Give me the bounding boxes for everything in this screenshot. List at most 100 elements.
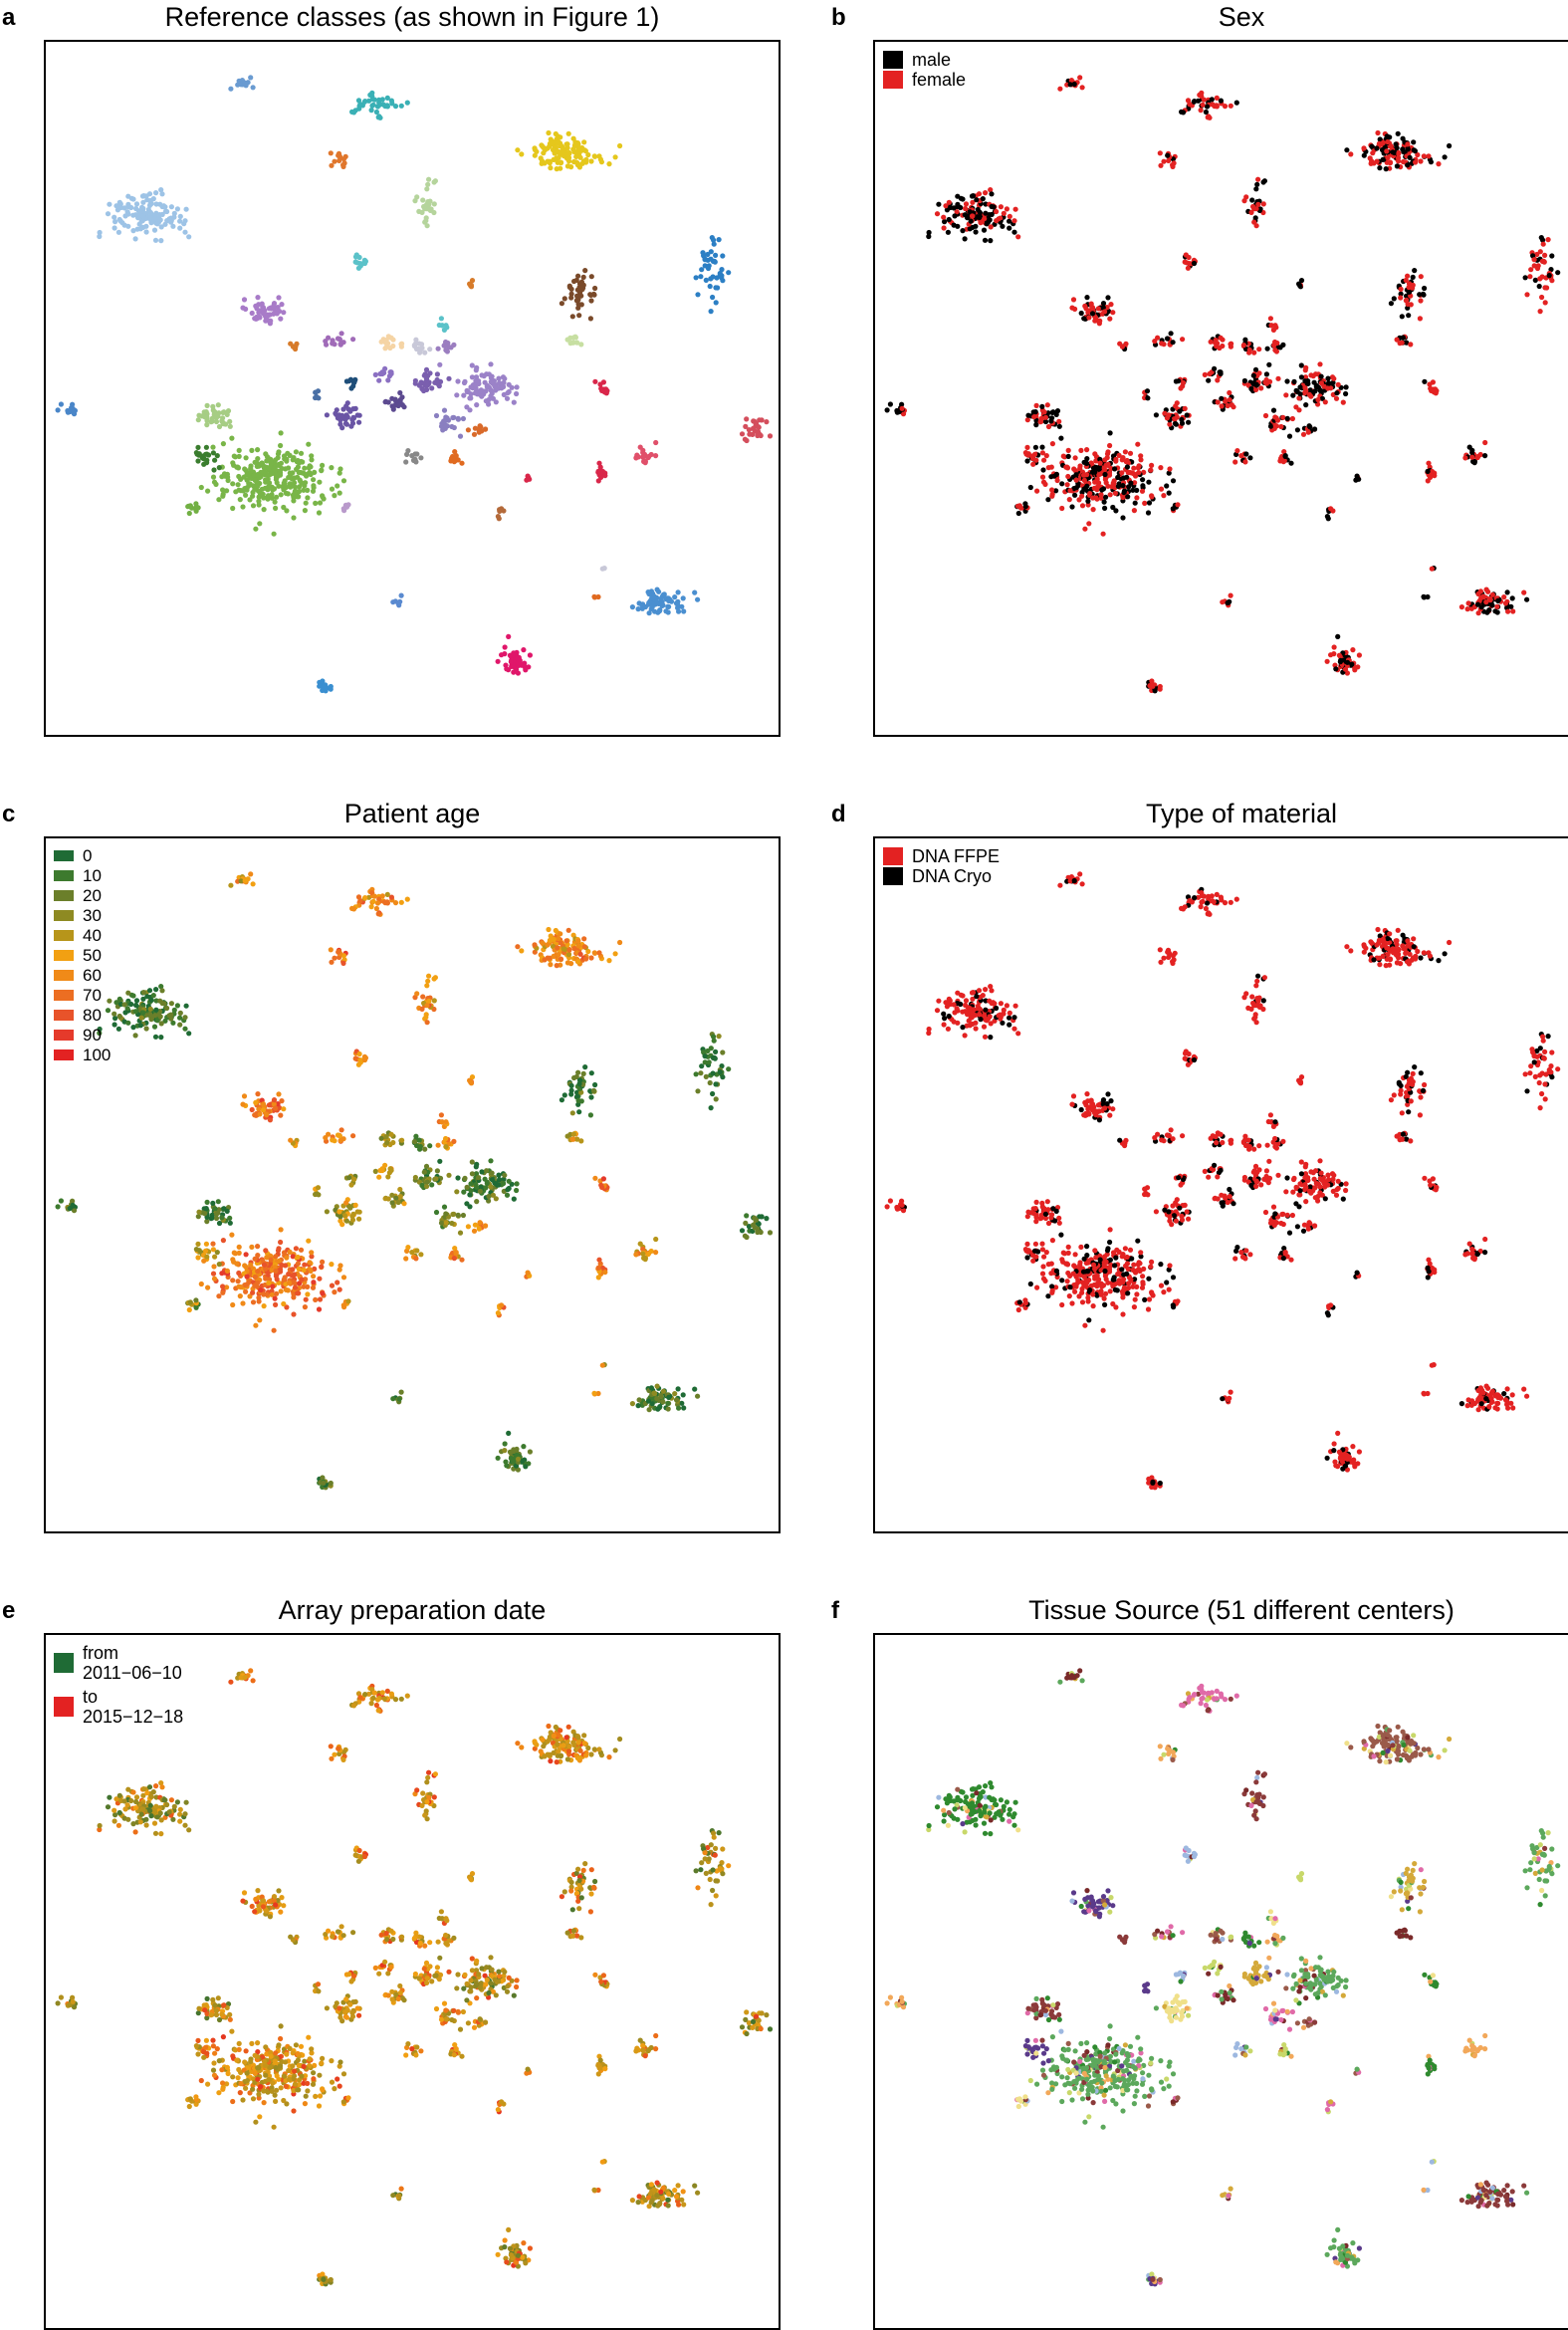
scatter-point <box>988 224 994 230</box>
scatter-point <box>1535 1059 1541 1065</box>
scatter-point <box>1073 485 1079 491</box>
scatter-point <box>1086 1111 1092 1117</box>
scatter-point <box>195 417 201 423</box>
scatter-point <box>1350 647 1356 653</box>
scatter-point <box>1153 412 1159 418</box>
scatter-point <box>152 216 158 222</box>
scatter-point <box>329 486 336 492</box>
scatter-point <box>595 478 601 484</box>
scatter-point <box>220 441 226 447</box>
scatter-point <box>1241 1174 1247 1181</box>
scatter-point <box>1253 1183 1259 1189</box>
scatter-point <box>1262 379 1268 385</box>
scatter-point <box>343 421 349 427</box>
scatter-point <box>215 1199 221 1205</box>
scatter-point <box>1252 1163 1259 1169</box>
scatter-point <box>201 1258 207 1264</box>
scatter-point <box>236 473 242 480</box>
scatter-point <box>299 1277 305 1282</box>
scatter-point <box>378 339 384 345</box>
scatter-point <box>573 277 579 283</box>
scatter-point <box>982 1013 988 1019</box>
scatter-plot-area: 0 10 20 30 40 50 60 70 80 90 100 <box>44 836 781 1533</box>
scatter-point <box>598 1182 604 1188</box>
scatter-point <box>484 1168 490 1174</box>
scatter-point <box>468 391 474 397</box>
scatter-point <box>756 424 762 430</box>
scatter-point <box>1405 146 1411 152</box>
scatter-point <box>316 1306 323 1312</box>
scatter-point <box>499 506 505 512</box>
scatter-point <box>398 103 404 109</box>
panel-letter: b <box>831 4 846 31</box>
scatter-point <box>483 388 489 394</box>
scatter-point <box>1182 405 1188 411</box>
scatter-point <box>1405 273 1411 279</box>
scatter-point <box>1377 165 1383 171</box>
scatter-point <box>1344 147 1350 153</box>
scatter-point <box>291 1311 297 1317</box>
scatter-point <box>1487 595 1493 601</box>
scatter-point <box>311 477 317 483</box>
scatter-point <box>1161 955 1167 961</box>
scatter-point <box>1534 251 1540 258</box>
scatter-point <box>1283 392 1289 398</box>
scatter-point <box>1469 454 1475 460</box>
scatter-point <box>695 1393 701 1399</box>
scatter-point <box>270 487 276 493</box>
scatter-point <box>1201 893 1207 899</box>
scatter-point <box>390 599 396 605</box>
scatter-point <box>1465 600 1471 606</box>
scatter-point <box>712 259 718 265</box>
scatter-point <box>1084 447 1090 453</box>
scatter-point <box>412 377 418 384</box>
scatter-point <box>378 1135 384 1141</box>
scatter-point <box>1107 316 1113 322</box>
scatter-point <box>133 201 140 207</box>
scatter-point <box>385 1196 391 1202</box>
scatter-point <box>252 1256 258 1262</box>
scatter-point <box>672 1391 678 1397</box>
scatter-point <box>711 1034 717 1040</box>
scatter-point <box>657 607 663 613</box>
scatter-point <box>556 154 561 161</box>
scatter-point <box>449 423 455 430</box>
scatter-point <box>409 453 415 459</box>
scatter-point <box>744 437 750 444</box>
scatter-point <box>1204 104 1211 110</box>
scatter-point <box>1180 1133 1186 1139</box>
scatter-point <box>388 1131 394 1137</box>
scatter-point <box>140 213 146 219</box>
scatter-point <box>471 1228 478 1234</box>
scatter-point <box>257 315 263 321</box>
scatter-point <box>559 1097 565 1103</box>
scatter-point <box>286 483 292 489</box>
scatter-point <box>548 165 554 171</box>
scatter-point <box>606 958 612 964</box>
scatter-point <box>1121 475 1127 481</box>
scatter-point <box>1482 439 1488 446</box>
scatter-point <box>1317 361 1323 367</box>
scatter-point <box>350 379 357 385</box>
scatter-point <box>340 960 346 966</box>
scatter-point <box>271 301 278 307</box>
scatter-point <box>759 417 765 423</box>
scatter-point <box>125 1020 131 1026</box>
scatter-point <box>998 204 1004 210</box>
scatter-point <box>1007 1010 1012 1016</box>
scatter-point <box>629 604 636 610</box>
scatter-point <box>1110 310 1116 316</box>
scatter-point <box>504 1463 510 1469</box>
scatter-point <box>401 1201 407 1207</box>
scatter-point <box>273 1105 279 1111</box>
scatter-point <box>350 1176 357 1182</box>
scatter-point <box>1170 478 1177 484</box>
scatter-point <box>1203 905 1209 912</box>
scatter-point <box>977 1006 983 1012</box>
scatter-point <box>739 1228 746 1234</box>
scatter-point <box>277 470 284 476</box>
scatter-point <box>204 1214 210 1220</box>
scatter-point <box>1039 450 1045 456</box>
scatter-point <box>212 1206 218 1212</box>
scatter-point <box>577 154 583 160</box>
